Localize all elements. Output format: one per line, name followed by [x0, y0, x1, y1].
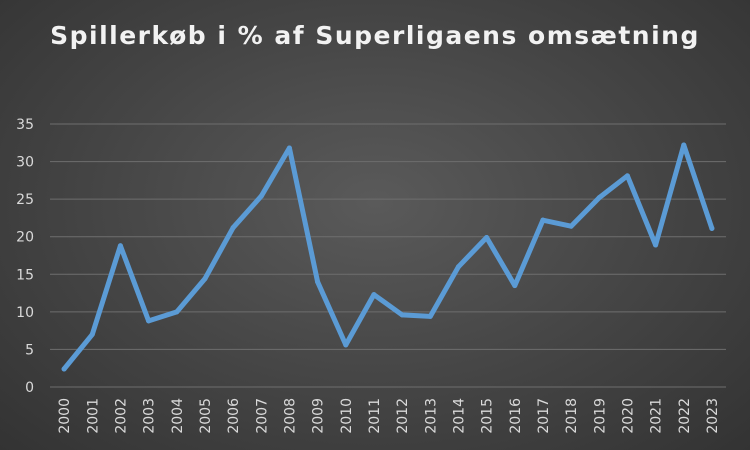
x-tick-label: 2023: [705, 398, 721, 434]
data-point-2018: [568, 223, 574, 229]
x-tick-label: 2007: [254, 398, 270, 434]
x-tick-label: 2008: [282, 398, 298, 434]
data-point-2021: [653, 242, 659, 248]
x-tick-label: 2005: [198, 398, 214, 434]
series-line-0: [61, 142, 715, 372]
data-point-2007: [258, 193, 264, 199]
data-point-2011: [371, 292, 377, 298]
x-tick-label: 2002: [113, 398, 129, 434]
y-tick-label: 5: [25, 342, 34, 358]
x-tick-label: 2004: [170, 398, 186, 434]
data-point-2010: [343, 342, 349, 348]
x-tick-label: 2020: [620, 398, 636, 434]
y-tick-label: 20: [16, 230, 34, 246]
data-point-2006: [230, 225, 236, 231]
y-tick-label: 30: [16, 155, 34, 171]
x-tick-label: 2019: [592, 398, 608, 434]
x-tick-label: 2013: [423, 398, 439, 434]
data-point-2005: [202, 276, 208, 282]
x-tick-label: 2009: [311, 398, 327, 434]
x-tick-label: 2014: [451, 398, 467, 434]
y-tick-label: 35: [16, 117, 34, 133]
x-tick-label: 2001: [85, 398, 101, 434]
x-tick-label: 2000: [57, 398, 73, 434]
y-tick-label: 10: [16, 305, 34, 321]
x-tick-label: 2016: [508, 398, 524, 434]
x-tick-label: 2017: [536, 398, 552, 434]
data-point-2015: [484, 234, 490, 240]
data-point-2004: [174, 309, 180, 315]
data-point-2013: [427, 313, 433, 319]
data-point-2003: [146, 318, 152, 324]
data-point-2000: [61, 366, 67, 372]
y-axis-ticks: 0 5 10 15 20 25 30 35: [16, 117, 34, 396]
x-tick-label: 2022: [677, 398, 693, 434]
data-point-2017: [540, 217, 546, 223]
data-point-2012: [399, 312, 405, 318]
x-tick-label: 2012: [395, 398, 411, 434]
data-point-2002: [117, 243, 123, 249]
x-tick-label: 2003: [142, 398, 158, 434]
x-tick-label: 2010: [339, 398, 355, 434]
x-axis-ticks: 2000 2001 2002 2003 2004 2005 2006 2007 2008 2009…: [57, 398, 721, 434]
y-tick-label: 0: [25, 380, 34, 396]
data-point-2019: [596, 195, 602, 201]
data-point-2008: [286, 145, 292, 151]
data-point-2001: [89, 331, 95, 337]
y-tick-label: 25: [16, 192, 34, 208]
data-point-2014: [455, 264, 461, 270]
x-tick-label: 2011: [367, 398, 383, 434]
chart-title: Spillerkøb i % af Superligaens omsætning: [50, 21, 700, 50]
data-point-2022: [681, 142, 687, 148]
data-point-2016: [512, 283, 518, 289]
data-point-2009: [315, 279, 321, 285]
data-point-2020: [624, 173, 630, 179]
y-tick-label: 15: [16, 267, 34, 283]
gridlines: [50, 123, 726, 388]
x-tick-label: 2006: [226, 398, 242, 434]
x-tick-label: 2018: [564, 398, 580, 434]
x-tick-label: 2015: [480, 398, 496, 434]
data-point-2023: [709, 225, 715, 231]
x-tick-label: 2021: [649, 398, 665, 434]
series-group: [61, 142, 715, 372]
